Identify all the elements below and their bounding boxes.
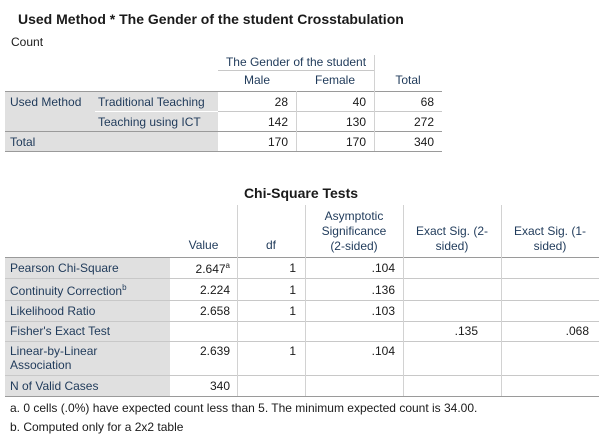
chisq-cell-df: 1	[289, 344, 296, 358]
crosstab-cell-total: 272	[413, 115, 434, 129]
crosstab-cell-female: 130	[345, 115, 366, 129]
crosstab-group-header: The Gender of the student	[225, 55, 367, 69]
chisq-row-label: Likelihood Ratio	[10, 304, 96, 318]
chisq-hdr-exact1-2: sided)	[533, 239, 567, 253]
chisq-hdr-exact1-1: Exact Sig. (1-	[513, 224, 587, 238]
chisq-cell-value: 2.639	[199, 344, 230, 358]
chisq-cell-exact1: .068	[565, 324, 589, 338]
chisq-cell-asymp: .104	[371, 344, 395, 358]
crosstab-header-rule	[5, 91, 442, 92]
chisq-row-label: Pearson Chi-Square	[10, 261, 119, 275]
chisq-cell-asymp: .103	[371, 304, 395, 318]
chisq-hdr-vdiv	[403, 205, 404, 257]
crosstab-total-label: Total	[10, 135, 36, 149]
crosstab-subtitle: Count	[11, 35, 44, 49]
chisq-row-rule	[5, 375, 599, 376]
crosstab-header-divider	[374, 55, 375, 91]
chisq-cell-df: 1	[289, 304, 296, 318]
chisq-hdr-vdiv	[305, 205, 306, 257]
chisq-row-rule	[5, 300, 599, 301]
chisq-bottom-rule	[5, 396, 599, 397]
chisq-row-label: N of Valid Cases	[10, 379, 99, 393]
crosstab-vdiv-2	[374, 91, 375, 151]
crosstab-col-total: Total	[395, 73, 421, 87]
chisq-hdr-asymp-3: (2-sided)	[330, 239, 378, 253]
crosstab-vdiv-1	[296, 91, 297, 151]
crosstab-col-male: Male	[243, 73, 270, 87]
chisq-body-vdiv	[305, 257, 306, 396]
crosstab-col-female: Female	[314, 73, 355, 87]
chisq-hdr-vdiv	[501, 205, 502, 257]
chisq-hdr-df: df	[265, 238, 276, 252]
crosstab-cell-female: 40	[352, 95, 366, 109]
crosstab-cell-male: 142	[267, 115, 288, 129]
chisq-cell-df: 1	[289, 283, 296, 297]
chisq-cell-exact2: .135	[454, 324, 478, 338]
chisq-title: Chi-Square Tests	[243, 185, 359, 201]
crosstab-total-male: 170	[267, 135, 288, 149]
chisq-cell-asymp: .136	[371, 283, 395, 297]
crosstab-row-label: Teaching using ICT	[98, 115, 201, 129]
crosstab-bottom-rule	[5, 151, 442, 152]
chisq-row-rule	[5, 321, 599, 322]
footnote-a: a. 0 cells (.0%) have expected count les…	[10, 401, 478, 415]
chisq-body-vdiv	[501, 257, 502, 396]
crosstab-row-label: Traditional Teaching	[98, 95, 205, 109]
footnote-b: b. Computed only for a 2x2 table	[10, 420, 184, 434]
chisq-cell-value: 2.647a	[195, 261, 230, 276]
chisq-hdr-asymp-1: Asymptotic	[324, 209, 384, 223]
chisq-cell-value: 340	[209, 379, 230, 393]
chisq-hdr-exact2-1: Exact Sig. (2-	[415, 224, 489, 238]
chisq-hdr-vdiv	[237, 205, 238, 257]
crosstab-row-rule	[218, 111, 442, 112]
chisq-cell-df: 1	[289, 261, 296, 275]
chisq-hdr-exact2-2: sided)	[435, 239, 469, 253]
crosstab-row-var: Used Method	[10, 95, 82, 109]
chisq-row-rule	[5, 278, 599, 279]
crosstab-total-rule	[5, 131, 442, 132]
chisq-body-vdiv	[237, 257, 238, 396]
chisq-body-vdiv	[403, 257, 404, 396]
chisq-rowlabel-shade	[5, 257, 170, 396]
chisq-hdr-value: Value	[188, 238, 219, 252]
chisq-row-label-line1: Linear-by-Linear	[10, 344, 98, 358]
crosstab-rowlabel-shade	[5, 91, 218, 151]
crosstab-total-female: 170	[345, 135, 366, 149]
footnote-marker: b	[122, 283, 127, 292]
chisq-row-label: Fisher's Exact Test	[10, 324, 111, 338]
crosstab-total-total: 340	[413, 135, 434, 149]
crosstab-cell-male: 28	[274, 95, 288, 109]
chisq-header-rule	[5, 257, 599, 258]
chisq-row-label: Continuity Correctionb	[10, 283, 127, 298]
crosstab-row-rule-label	[95, 111, 218, 112]
chisq-row-rule	[5, 341, 599, 342]
chisq-cell-asymp: .104	[371, 261, 395, 275]
chisq-row-label-line2: Association	[10, 358, 72, 372]
crosstab-cell-total: 68	[420, 95, 434, 109]
chisq-hdr-asymp-2: Significance	[321, 224, 387, 238]
footnote-marker: a	[225, 261, 230, 270]
chisq-cell-value: 2.658	[199, 304, 230, 318]
crosstab-title: Used Method * The Gender of the student …	[18, 11, 404, 27]
chisq-cell-value: 2.224	[199, 283, 230, 297]
crosstab-group-underline	[218, 70, 374, 71]
